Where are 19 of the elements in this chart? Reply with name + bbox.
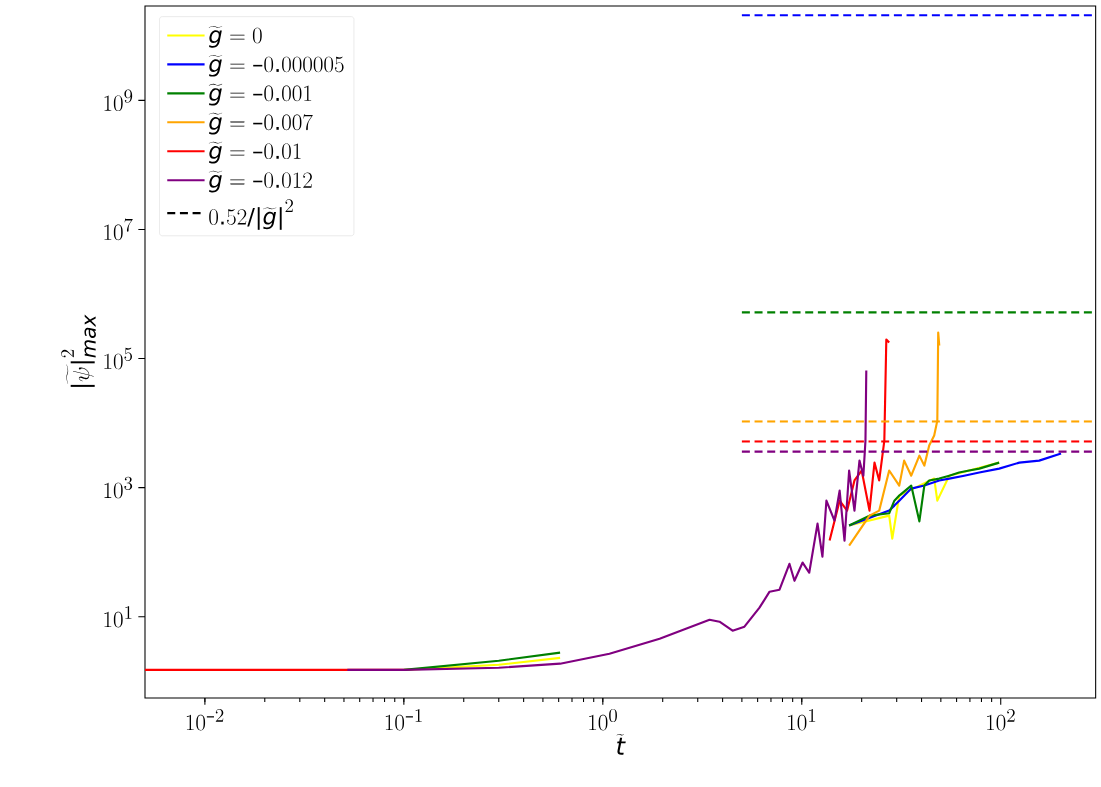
legend-label: $\widetilde{g} = 0$ [208, 25, 262, 48]
y-tick-label: $10^{7}$ [104, 218, 133, 241]
y-axis-title: $\widetilde{|\psi|}^2_{max}$ [61, 314, 96, 387]
x-tick-label: $10^{1}$ [788, 708, 816, 731]
legend-label: $\widetilde{g} = -0.012$ [208, 170, 312, 193]
y-tick-label: $10^{1}$ [104, 605, 132, 628]
x-tick-label: $10^{0}$ [589, 708, 617, 731]
x-tick-label: $10^{-2}$ [186, 708, 224, 731]
legend-label: $\widetilde{g} = -0.01$ [208, 141, 301, 164]
legend-label: $\widetilde{g} = -0.000005$ [208, 54, 344, 77]
legend-label: $0.52/|\widetilde{g}|^2$ [209, 199, 293, 230]
legend-label: $\widetilde{g} = -0.007$ [208, 112, 313, 135]
y-tick-label: $10^{5}$ [104, 347, 133, 370]
y-tick-label: $10^{9}$ [104, 89, 133, 112]
x-tick-label: $10^{2}$ [987, 708, 1015, 731]
y-tick-label: $10^{3}$ [104, 476, 133, 499]
x-tick-label: $10^{-1}$ [385, 708, 422, 731]
legend-label: $\widetilde{g} = -0.001$ [208, 83, 312, 106]
x-axis-title: $\widetilde{t}$ [616, 733, 626, 755]
